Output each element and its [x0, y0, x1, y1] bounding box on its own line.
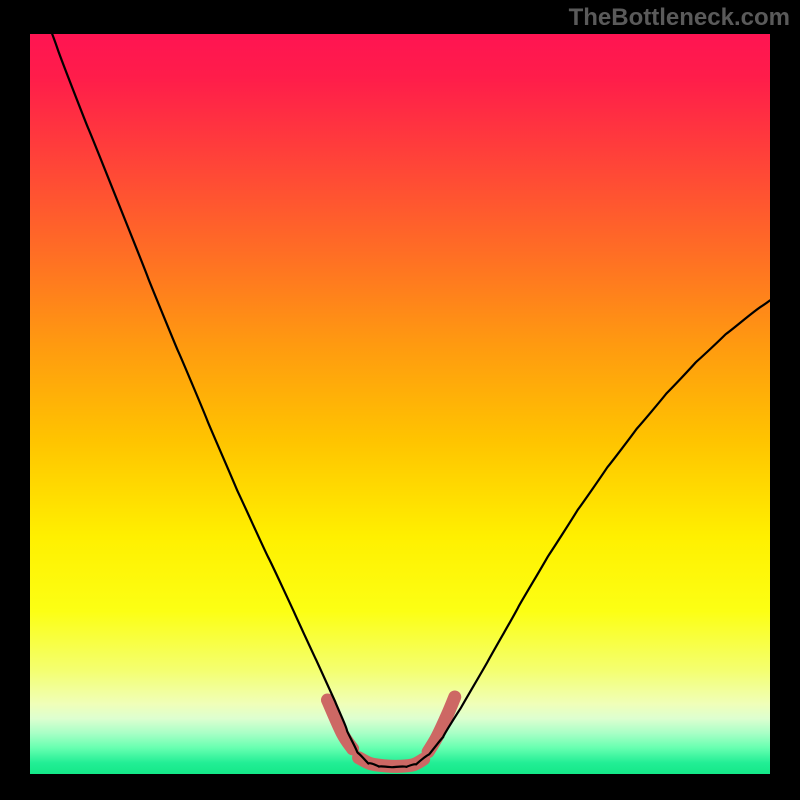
bottleneck-curve: [52, 34, 770, 767]
bottom-marker-segment: [327, 700, 352, 749]
plot-area: [30, 34, 770, 774]
chart-svg: [30, 34, 770, 774]
watermark-text: TheBottleneck.com: [569, 4, 790, 32]
chart-canvas: TheBottleneck.com: [0, 0, 800, 800]
